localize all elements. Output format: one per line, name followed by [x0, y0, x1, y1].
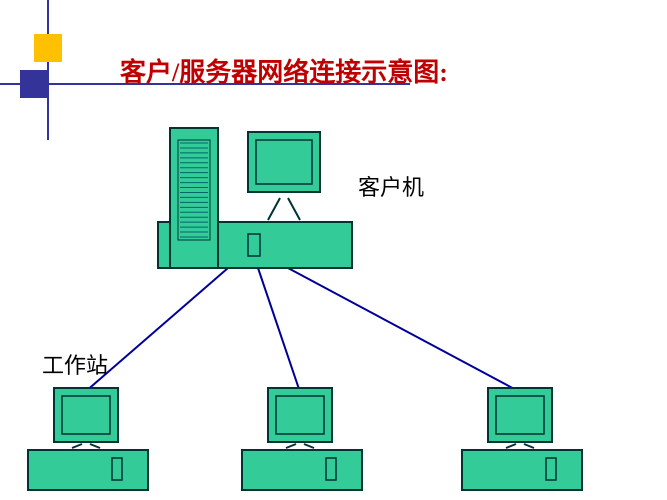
workstation-label: 工作站	[42, 348, 108, 380]
page-title: 客户/服务器网络连接示意图:	[120, 52, 448, 89]
client-label: 客户机	[358, 170, 424, 202]
